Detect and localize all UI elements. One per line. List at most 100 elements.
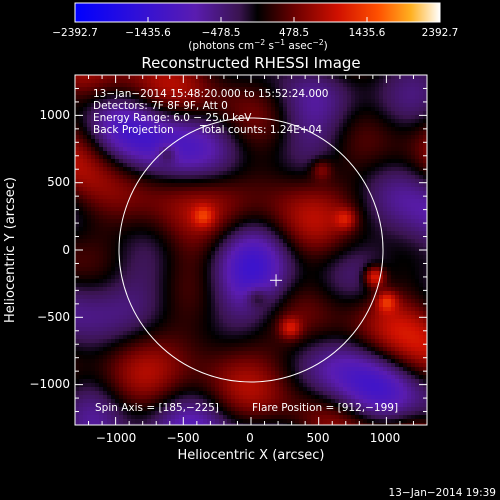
heatmap-cell bbox=[311, 167, 316, 172]
heatmap-cell bbox=[99, 211, 104, 216]
heatmap-cell bbox=[179, 239, 184, 244]
heatmap-cell bbox=[395, 219, 400, 224]
heatmap-cell bbox=[263, 199, 268, 204]
heatmap-cell bbox=[83, 119, 88, 124]
heatmap-cell bbox=[243, 151, 248, 156]
heatmap-cell bbox=[199, 231, 204, 236]
heatmap-cell bbox=[175, 295, 180, 300]
heatmap-cell bbox=[423, 239, 427, 244]
heatmap-cell bbox=[339, 291, 344, 296]
heatmap-cell bbox=[95, 287, 100, 292]
heatmap-cell bbox=[167, 223, 172, 228]
heatmap-cell bbox=[395, 135, 400, 140]
heatmap-cell bbox=[363, 203, 368, 208]
heatmap-cell bbox=[247, 291, 252, 296]
heatmap-cell bbox=[159, 235, 164, 240]
heatmap-cell bbox=[323, 75, 328, 80]
heatmap-cell bbox=[255, 187, 260, 192]
heatmap-cell bbox=[255, 191, 260, 196]
heatmap-cell bbox=[411, 191, 416, 196]
heatmap-cell bbox=[315, 135, 320, 140]
heatmap-cell bbox=[395, 279, 400, 284]
heatmap-cell bbox=[179, 147, 184, 152]
heatmap-cell bbox=[151, 175, 156, 180]
heatmap-cell bbox=[151, 199, 156, 204]
heatmap-cell bbox=[251, 203, 256, 208]
heatmap-cell bbox=[275, 123, 280, 128]
heatmap-cell bbox=[275, 283, 280, 288]
heatmap-cell bbox=[311, 187, 316, 192]
heatmap-cell bbox=[87, 283, 92, 288]
heatmap-cell bbox=[287, 111, 292, 116]
heatmap-cell bbox=[323, 243, 328, 248]
heatmap-cell bbox=[275, 139, 280, 144]
heatmap-cell bbox=[251, 199, 256, 204]
heatmap-cell bbox=[371, 255, 376, 260]
heatmap-cell bbox=[143, 87, 148, 92]
heatmap-cell bbox=[327, 191, 332, 196]
heatmap-cell bbox=[175, 227, 180, 232]
heatmap-cell bbox=[403, 179, 408, 184]
heatmap-cell bbox=[107, 131, 112, 136]
heatmap-cell bbox=[187, 95, 192, 100]
heatmap-cell bbox=[95, 223, 100, 228]
heatmap-cell bbox=[191, 279, 196, 284]
heatmap-cell bbox=[407, 151, 412, 156]
heatmap-cell bbox=[411, 239, 416, 244]
heatmap-cell bbox=[363, 239, 368, 244]
heatmap-cell bbox=[283, 203, 288, 208]
heatmap-cell bbox=[131, 75, 136, 80]
heatmap-cell bbox=[187, 251, 192, 256]
heatmap-cell bbox=[119, 239, 124, 244]
heatmap-cell bbox=[367, 287, 372, 292]
heatmap-cell bbox=[107, 91, 112, 96]
heatmap-cell bbox=[315, 219, 320, 224]
heatmap-cell bbox=[255, 295, 260, 300]
heatmap-cell bbox=[119, 283, 124, 288]
heatmap-cell bbox=[359, 251, 364, 256]
heatmap-cell bbox=[83, 223, 88, 228]
heatmap-cell bbox=[99, 115, 104, 120]
heatmap-cell bbox=[311, 195, 316, 200]
heatmap-cell bbox=[295, 87, 300, 92]
heatmap-cell bbox=[319, 251, 324, 256]
heatmap-cell bbox=[259, 107, 264, 112]
heatmap-cell bbox=[143, 283, 148, 288]
heatmap-cell bbox=[379, 127, 384, 132]
heatmap-cell bbox=[307, 139, 312, 144]
heatmap-cell bbox=[155, 207, 160, 212]
heatmap-cell bbox=[211, 135, 216, 140]
heatmap-cell bbox=[155, 163, 160, 168]
heatmap-cell bbox=[91, 243, 96, 248]
heatmap-cell bbox=[199, 187, 204, 192]
heatmap-cell bbox=[379, 255, 384, 260]
heatmap-cell bbox=[423, 107, 427, 112]
heatmap-cell bbox=[147, 271, 152, 276]
heatmap-cell bbox=[359, 119, 364, 124]
heatmap-cell bbox=[343, 295, 348, 300]
heatmap-cell bbox=[231, 79, 236, 84]
heatmap-cell bbox=[331, 163, 336, 168]
heatmap-cell bbox=[191, 247, 196, 252]
heatmap-cell bbox=[275, 127, 280, 132]
heatmap-cell bbox=[267, 107, 272, 112]
heatmap-cell bbox=[359, 111, 364, 116]
heatmap-cell bbox=[183, 115, 188, 120]
heatmap-cell bbox=[359, 83, 364, 88]
heatmap-cell bbox=[383, 295, 388, 300]
heatmap-cell bbox=[243, 99, 248, 104]
heatmap-cell bbox=[151, 287, 156, 292]
heatmap-cell bbox=[163, 295, 168, 300]
heatmap-cell bbox=[291, 131, 296, 136]
heatmap-cell bbox=[167, 247, 172, 252]
heatmap-cell bbox=[303, 99, 308, 104]
heatmap-cell bbox=[419, 195, 424, 200]
heatmap-cell bbox=[131, 171, 136, 176]
heatmap-cell bbox=[315, 291, 320, 296]
heatmap-cell bbox=[155, 143, 160, 148]
heatmap-cell bbox=[415, 167, 420, 172]
heatmap-cell bbox=[147, 251, 152, 256]
heatmap-cell bbox=[103, 163, 108, 168]
heatmap-cell bbox=[295, 287, 300, 292]
heatmap-cell bbox=[379, 203, 384, 208]
